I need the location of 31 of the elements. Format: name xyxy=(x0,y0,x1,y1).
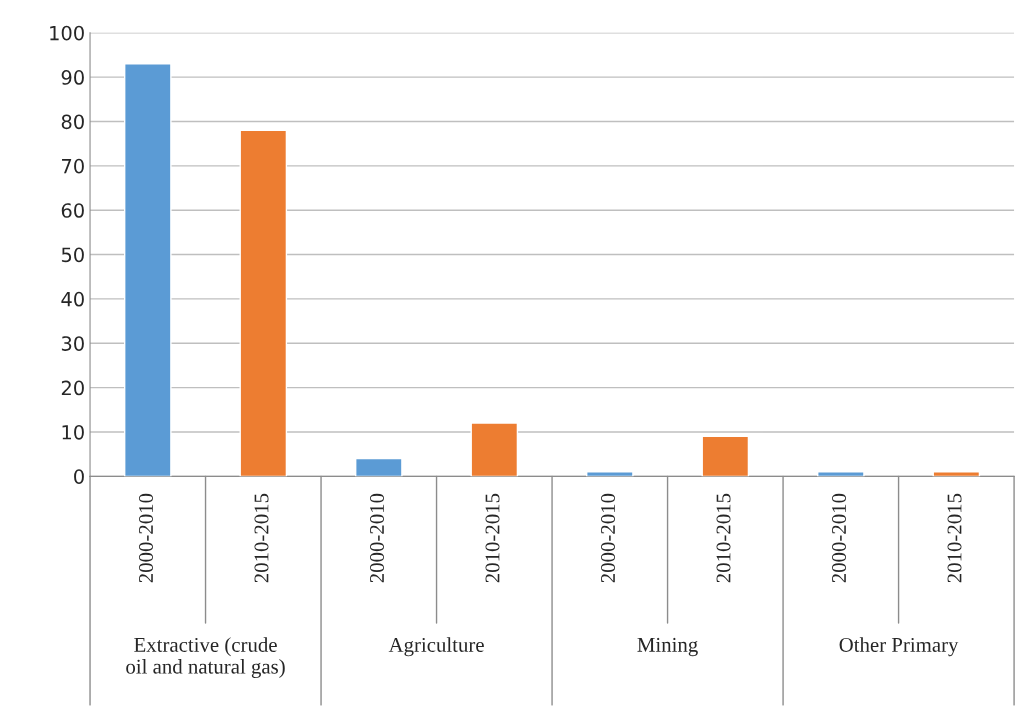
bar xyxy=(239,129,288,477)
y-tick-label: 0 xyxy=(74,469,84,484)
y-tick-label: 100 xyxy=(50,25,84,41)
x-tick-label: 2000-2010 xyxy=(369,493,385,583)
text: Mining xyxy=(637,637,698,657)
x-tick-label: 2010-2015 xyxy=(254,493,269,583)
y-tick-label: 40 xyxy=(61,291,84,307)
y-tick-label: 30 xyxy=(61,336,84,351)
x-tick-label: 2010-2015 xyxy=(716,493,731,583)
x-tick-label: 2000-2010 xyxy=(138,493,153,583)
text: Other Primary xyxy=(839,637,959,657)
y-tick-label: 20 xyxy=(61,380,84,396)
x-tick-label: 2010-2015 xyxy=(947,493,962,583)
bar xyxy=(701,435,750,477)
y-tick-label: 80 xyxy=(61,114,84,130)
y-tick-label: 90 xyxy=(61,70,84,85)
y-tick-label: 60 xyxy=(61,203,84,218)
bar xyxy=(586,471,634,477)
bar xyxy=(470,422,519,477)
bar xyxy=(355,457,403,477)
text: Extractive (crude oil and natural gas) xyxy=(126,637,285,678)
bar xyxy=(123,63,172,477)
text: Agriculture xyxy=(388,637,484,657)
x-tick-label: 2010-2015 xyxy=(485,493,500,583)
bar xyxy=(817,471,865,477)
x-tick-label: 2000-2010 xyxy=(600,493,616,583)
y-tick-label: 70 xyxy=(62,158,84,174)
y-tick-label: 50 xyxy=(61,247,84,263)
y-tick-label: 10 xyxy=(62,424,84,440)
x-tick-label: 2000-2010 xyxy=(831,493,847,583)
bar xyxy=(932,471,981,477)
